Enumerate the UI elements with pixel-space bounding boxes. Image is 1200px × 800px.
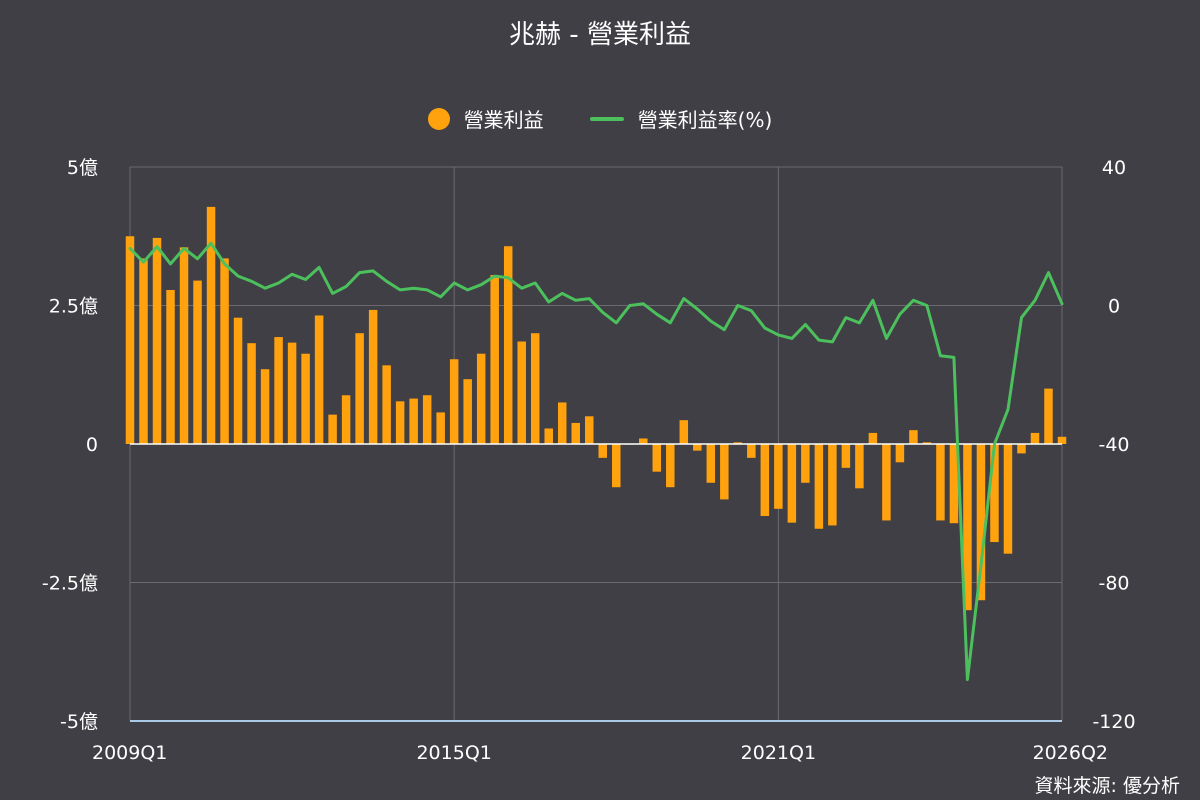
bar-2018Q3 [639, 438, 648, 444]
legend-item-line[interactable]: 營業利益率(%) [589, 104, 773, 133]
bar-2022Q4 [868, 432, 878, 444]
bar-2010Q3 [206, 206, 216, 444]
bar-2009Q2 [139, 258, 148, 444]
bar-2014Q4 [436, 412, 445, 444]
bar-2016Q2 [517, 341, 526, 444]
left-axis-tick-label: -5億 [60, 711, 98, 733]
bar-2021Q1 [774, 444, 783, 509]
bar-2013Q3 [368, 309, 378, 444]
bar-2016Q4 [544, 428, 553, 444]
bar-2017Q2 [571, 422, 580, 444]
bar-2018Q4 [652, 444, 662, 472]
bar-2018Q1 [612, 444, 621, 488]
bar-2023Q1 [882, 444, 891, 521]
bar-2020Q4 [760, 444, 770, 517]
bar-2016Q1 [503, 246, 513, 444]
bar-2025Q4 [1030, 432, 1040, 444]
left-axis-tick-label: -2.5億 [42, 573, 98, 595]
bar-2015Q4 [490, 275, 499, 444]
x-axis-tick-label: 2026Q2 [1033, 742, 1108, 764]
bar-2019Q1 [666, 444, 675, 488]
legend: 營業利益 營業利益率(%) [0, 104, 1200, 133]
bar-2010Q4 [220, 258, 229, 444]
bar-2015Q1 [449, 359, 459, 444]
bar-2011Q4 [274, 337, 283, 444]
bar-2011Q3 [260, 369, 270, 444]
bar-2012Q1 [287, 342, 297, 444]
right-axis-tick-label: 40 [1102, 157, 1126, 179]
bar-2020Q1 [720, 444, 729, 500]
bar-2021Q3 [801, 444, 810, 483]
bar-2026Q1 [1044, 388, 1053, 444]
bar-2024Q2 [949, 444, 959, 524]
bar-2013Q2 [355, 333, 364, 444]
bar-2011Q1 [233, 317, 243, 444]
bar-2024Q1 [936, 444, 945, 521]
bar-2022Q1 [828, 444, 837, 526]
left-axis-tick-label: 0 [86, 434, 98, 456]
legend-line-swatch [589, 116, 624, 121]
bar-2014Q2 [409, 398, 418, 444]
bar-2025Q2 [1003, 444, 1013, 554]
bar-2009Q3 [152, 237, 162, 444]
legend-line-label: 營業利益率(%) [637, 108, 773, 132]
chart-title: 兆赫 - 營業利益 [509, 20, 691, 50]
legend-bar-swatch [427, 107, 450, 130]
right-axis-tick-label: -120 [1092, 711, 1135, 733]
bar-2022Q3 [855, 444, 864, 489]
bar-2017Q4 [598, 444, 608, 458]
bar-2015Q2 [463, 379, 472, 444]
bar-2017Q3 [584, 416, 594, 444]
bar-2024Q3 [963, 444, 972, 611]
bar-2023Q2 [895, 444, 905, 463]
bar-2010Q2 [193, 280, 202, 444]
right-axis-tick-label: 0 [1108, 296, 1120, 318]
bar-2009Q1 [125, 236, 135, 444]
bar-2014Q3 [422, 395, 432, 444]
x-axis-tick-label: 2015Q1 [416, 742, 491, 764]
bar-2009Q4 [166, 289, 175, 444]
bar-2023Q3 [909, 430, 918, 444]
bar-2011Q2 [247, 343, 256, 444]
bar-2025Q3 [1017, 444, 1026, 454]
bar-2019Q2 [679, 420, 689, 444]
bar-2020Q3 [747, 444, 756, 458]
legend-bar-label: 營業利益 [463, 108, 544, 132]
bar-2013Q1 [341, 395, 351, 444]
bar-2015Q3 [476, 353, 486, 444]
left-axis-tick-label: 5億 [67, 157, 98, 179]
bar-2012Q3 [314, 315, 324, 444]
bar-2021Q4 [814, 444, 824, 529]
data-source: 資料來源: 優分析 [1034, 775, 1180, 797]
bar-2021Q2 [787, 444, 797, 523]
bar-2023Q4 [922, 442, 932, 444]
bar-2010Q1 [179, 247, 189, 444]
operating-margin-line [128, 241, 1064, 681]
left-axis-tick-label: 2.5億 [49, 296, 98, 318]
bar-2025Q1 [990, 444, 999, 543]
x-axis-tick-label: 2021Q1 [741, 742, 816, 764]
right-axis-tick-label: -80 [1098, 573, 1129, 595]
bar-2013Q4 [382, 365, 391, 444]
bar-2017Q1 [557, 402, 567, 444]
bar-2020Q2 [733, 442, 743, 444]
bar-2012Q4 [328, 414, 337, 444]
bar-2016Q3 [530, 333, 540, 444]
bar-2014Q1 [395, 401, 405, 444]
bar-2026Q2 [1057, 436, 1067, 444]
bar-2024Q4 [976, 444, 986, 601]
bar-2012Q2 [301, 353, 310, 444]
bar-2022Q2 [841, 444, 851, 468]
right-axis-tick-label: -40 [1098, 434, 1129, 456]
bar-2019Q4 [706, 444, 716, 483]
legend-item-bar[interactable]: 營業利益 [427, 104, 544, 133]
bar-2019Q3 [693, 444, 702, 451]
x-axis-tick-label: 2009Q1 [92, 742, 167, 764]
